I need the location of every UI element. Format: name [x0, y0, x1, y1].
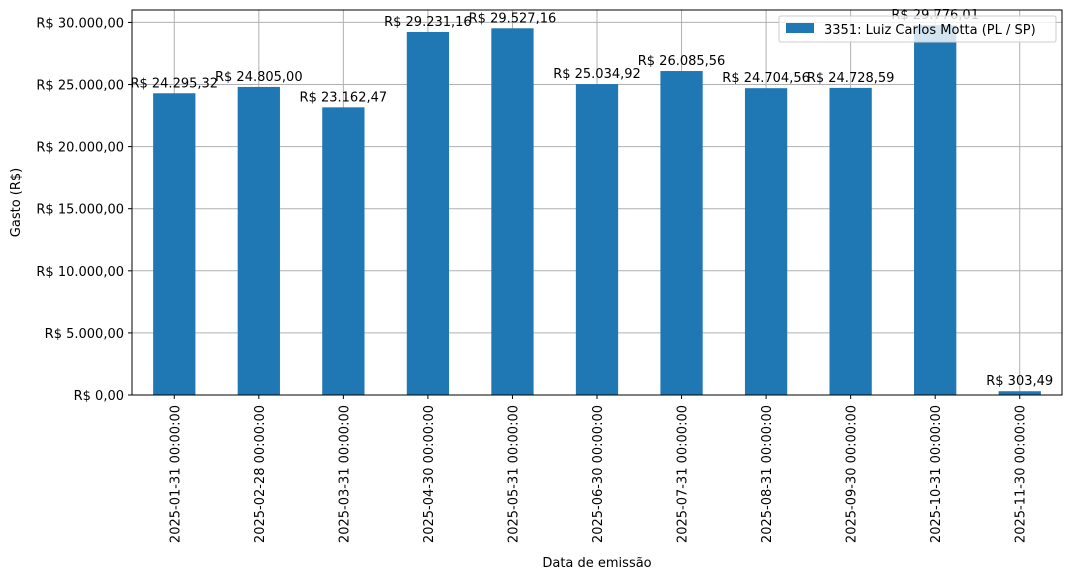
- y-tick-label: R$ 0,00: [74, 389, 124, 404]
- x-tick-label: 2025-11-30 00:00:00: [1014, 405, 1029, 543]
- bar: [491, 28, 534, 396]
- y-axis-title: Gasto (R$): [9, 168, 24, 237]
- legend-label: 3351: Luiz Carlos Motta (PL / SP): [824, 23, 1036, 38]
- y-tick-label: R$ 30.000,00: [36, 16, 124, 31]
- bar: [153, 93, 196, 396]
- bar: [406, 31, 450, 395]
- x-tick-label: 2025-09-30 00:00:00: [845, 405, 860, 543]
- y-tick-label: R$ 5.000,00: [45, 327, 124, 342]
- x-tick-label: 2025-10-31 00:00:00: [929, 405, 944, 543]
- x-tick-label: 2025-05-31 00:00:00: [506, 405, 521, 543]
- x-tick-label: 2025-07-31 00:00:00: [676, 405, 691, 543]
- y-tick-label: R$ 15.000,00: [36, 203, 124, 218]
- x-tick-label: 2025-01-31 00:00:00: [168, 405, 183, 543]
- bar-value-label: R$ 26.085,56: [638, 54, 726, 69]
- bar-value-label: R$ 29.527,16: [469, 11, 557, 26]
- bar: [575, 84, 619, 395]
- legend-box: [778, 15, 1057, 43]
- bar-value-label: R$ 24.295,32: [130, 76, 218, 91]
- bar-value-label: R$ 25.034,92: [553, 67, 641, 82]
- x-tick-label: 2025-08-31 00:00:00: [760, 405, 775, 543]
- bar-value-label: R$ 24.805,00: [215, 70, 303, 85]
- legend: 3351: Luiz Carlos Motta (PL / SP): [778, 15, 1057, 43]
- bars: [153, 25, 1041, 396]
- y-tick-label: R$ 25.000,00: [36, 79, 124, 94]
- bar: [660, 71, 703, 395]
- y-tick-label: R$ 10.000,00: [36, 265, 124, 280]
- bar-value-label: R$ 24.728,59: [807, 71, 895, 86]
- bar: [829, 87, 872, 395]
- x-tick-label: 2025-03-31 00:00:00: [337, 405, 352, 543]
- bar-value-label: R$ 24.704,56: [722, 71, 810, 86]
- bar-value-label: R$ 303,49: [986, 374, 1053, 389]
- bar: [237, 86, 280, 396]
- y-tick-label: R$ 20.000,00: [36, 141, 124, 156]
- bar-value-label: R$ 23.162,47: [300, 90, 388, 105]
- x-tick-label: 2025-06-30 00:00:00: [591, 405, 606, 543]
- legend-swatch: [786, 23, 814, 33]
- x-axis: 2025-01-31 00:00:00 2025-02-28 00:00:00 20…: [168, 395, 1029, 543]
- x-tick-label: 2025-04-30 00:00:00: [422, 405, 437, 543]
- bar: [744, 88, 788, 395]
- bar: [998, 391, 1041, 395]
- bar: [914, 25, 957, 395]
- x-tick-label: 2025-02-28 00:00:00: [253, 405, 268, 543]
- bar-value-label: R$ 29.231,16: [384, 15, 472, 30]
- bar: [322, 107, 365, 395]
- y-axis: R$ 0,00 R$ 5.000,00 R$ 10.000,00 R$ 15.000,…: [36, 16, 132, 404]
- x-axis-title: Data de emissão: [542, 556, 651, 571]
